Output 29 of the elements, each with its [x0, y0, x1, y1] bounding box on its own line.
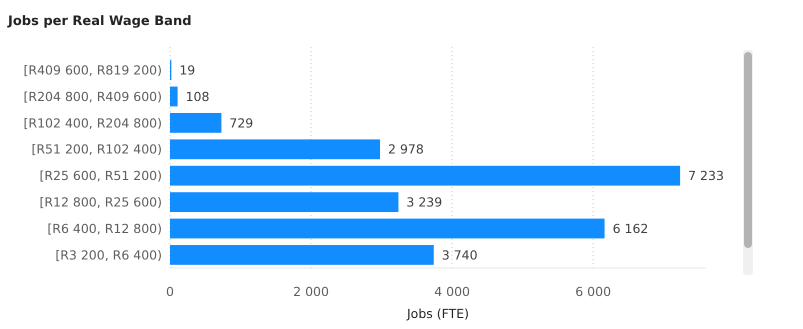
x-tick-label: 6 000	[575, 284, 612, 299]
y-tick-label: [R51 200, R102 400)	[32, 142, 162, 157]
bar	[170, 112, 222, 133]
y-tick-label: [R12 800, R25 600)	[39, 194, 162, 210]
data-label: 108	[186, 88, 210, 104]
data-label: 6 162	[612, 220, 648, 236]
x-tick-label: 4 000	[434, 284, 470, 299]
chart-title: Jobs per Real Wage Band	[7, 14, 192, 29]
bar	[170, 245, 434, 265]
x-tick-label: 0	[166, 284, 174, 299]
y-tick-label: [R204 800, R409 600)	[24, 88, 162, 104]
bar	[170, 166, 680, 186]
y-tick-label: [R3 200, R6 400)	[55, 247, 162, 262]
bar	[170, 218, 605, 238]
y-tick-label: [R102 400, R204 800)	[24, 115, 162, 130]
data-label: 3 740	[442, 247, 478, 262]
x-tick-label: 2 000	[293, 284, 329, 299]
bar	[170, 192, 398, 212]
data-label: 3 239	[406, 194, 442, 210]
bar	[170, 86, 178, 106]
data-label: 2 978	[388, 142, 424, 157]
x-axis-title: Jobs (FTE)	[406, 306, 470, 321]
bar	[170, 139, 380, 160]
data-label: 729	[229, 115, 254, 130]
y-tick-label: [R25 600, R51 200)	[39, 168, 162, 184]
y-tick-label: [R409 600, R819 200)	[24, 62, 162, 78]
y-tick-label: [R6 400, R12 800)	[47, 220, 162, 236]
data-label: 7 233	[688, 168, 724, 184]
data-label: 19	[179, 62, 196, 78]
